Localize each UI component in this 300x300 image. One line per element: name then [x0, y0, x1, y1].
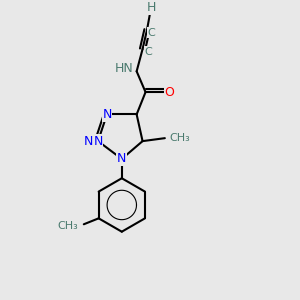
Text: C: C — [145, 47, 152, 57]
Text: O: O — [164, 85, 174, 99]
Text: CH₃: CH₃ — [169, 133, 190, 143]
Text: N: N — [117, 152, 127, 165]
Text: C: C — [148, 28, 155, 38]
Text: CH₃: CH₃ — [57, 221, 78, 231]
Text: H: H — [147, 1, 156, 14]
Text: HN: HN — [115, 62, 134, 75]
Text: N: N — [102, 108, 112, 121]
Text: N: N — [93, 135, 103, 148]
Text: N: N — [83, 135, 93, 148]
